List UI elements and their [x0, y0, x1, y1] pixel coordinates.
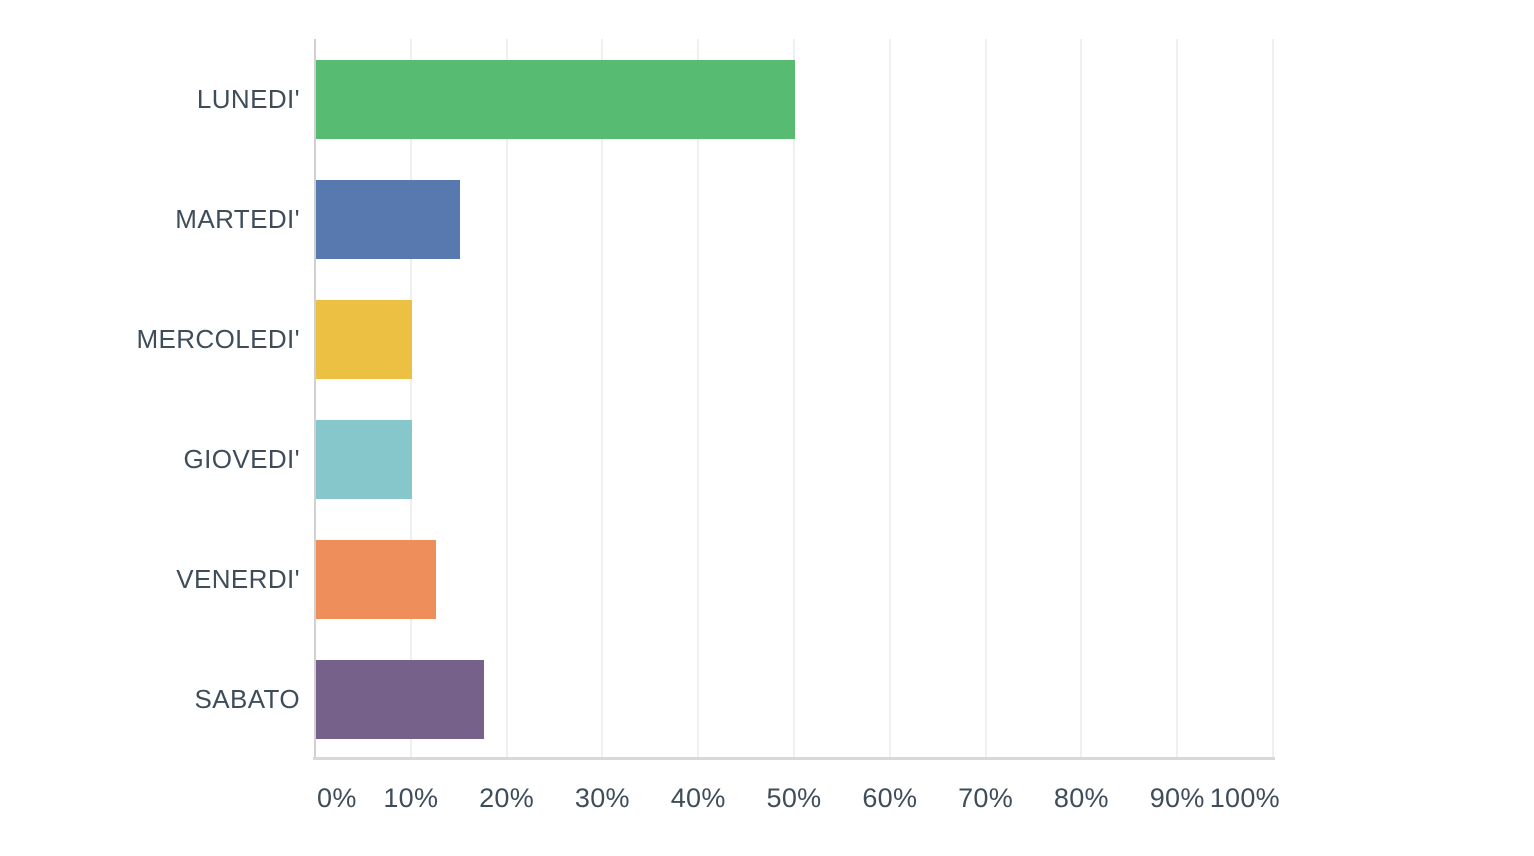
x-tick-label-70: 70%: [958, 783, 1014, 813]
category-label-giovedi: GIOVEDI': [183, 444, 300, 474]
bar-venerdi: [316, 539, 436, 619]
category-label-lunedi: LUNEDI': [196, 84, 300, 114]
category-label-martedi: MARTEDI': [175, 204, 300, 234]
gridline-40: [697, 39, 700, 758]
category-label-sabato: SABATO: [194, 684, 300, 714]
category-label-venerdi: VENERDI': [176, 564, 300, 594]
bar-giovedi: [316, 419, 412, 499]
gridline-70: [984, 39, 987, 758]
gridline-30: [601, 39, 604, 758]
x-tick-label-50: 50%: [766, 783, 822, 813]
bar-lunedi: [316, 59, 795, 139]
bar-mercoledi: [316, 299, 412, 379]
x-tick-label-60: 60%: [862, 783, 918, 813]
gridline-10: [409, 39, 412, 758]
gridline-80: [1080, 39, 1083, 758]
gridline-90: [1176, 39, 1179, 758]
x-tick-label-90: 90%: [1149, 783, 1205, 813]
x-tick-label-100: 100%: [1209, 783, 1280, 813]
gridline-100: [1272, 39, 1274, 758]
bar-martedi: [316, 179, 460, 259]
x-tick-label-80: 80%: [1053, 783, 1109, 813]
gridline-60: [888, 39, 891, 758]
y-axis-line: [314, 39, 316, 758]
x-tick-label-30: 30%: [574, 783, 630, 813]
x-axis-line: [313, 757, 1275, 760]
gridline-50: [793, 39, 795, 758]
x-tick-label-10: 10%: [383, 783, 439, 813]
bar-sabato: [316, 659, 484, 739]
x-tick-label-20: 20%: [479, 783, 535, 813]
gridline-20: [505, 39, 508, 758]
x-tick-label-40: 40%: [670, 783, 726, 813]
x-tick-label-0: 0%: [317, 783, 357, 813]
category-label-mercoledi: MERCOLEDI': [136, 324, 300, 354]
